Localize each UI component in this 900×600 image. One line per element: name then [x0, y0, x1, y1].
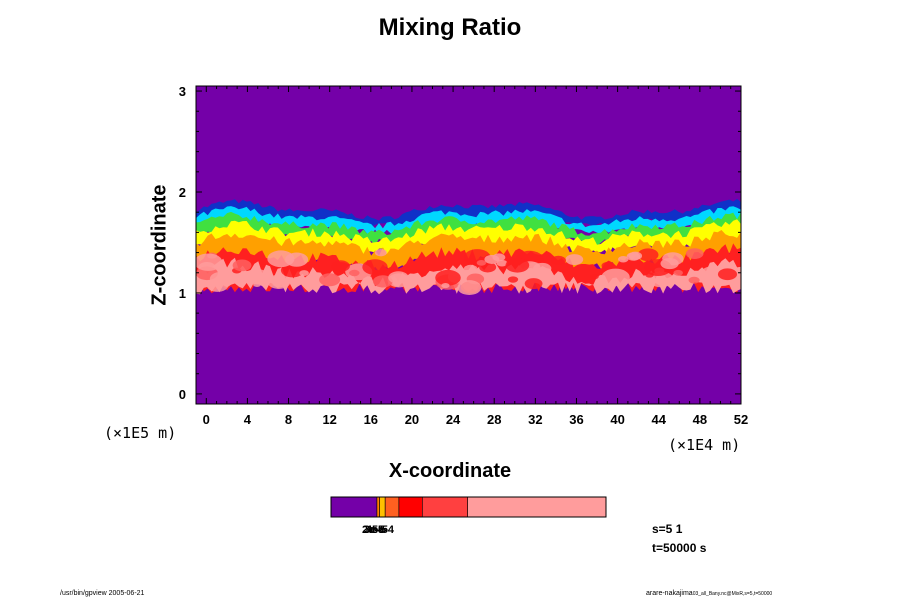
colorbar-segment [330, 496, 378, 518]
x-tick-label: 52 [734, 412, 748, 427]
colorbar-frame [330, 496, 607, 518]
turbulence-blob [565, 254, 584, 265]
turbulence-blob [673, 269, 683, 276]
footer-credit-file: 03_all_Bany.nc@MixR,s=5,t=50000 [692, 591, 773, 597]
turbulence-blob [645, 272, 654, 278]
turbulence-blob [484, 254, 500, 265]
turbulence-blob [505, 257, 530, 273]
x-tick-label: 0 [203, 412, 210, 427]
turbulence-blob [441, 282, 450, 289]
s-info-label: s=5 1 [652, 522, 683, 536]
turbulence-blob [476, 259, 487, 266]
turbulence-blob [507, 276, 519, 283]
x-tick-label: 12 [322, 412, 336, 427]
layer-band [196, 198, 741, 228]
colorbar-label: 4e-5 [366, 524, 389, 536]
turbulence-blob [209, 271, 233, 286]
x-tick-label: 44 [652, 412, 667, 427]
turbulence-blob [550, 255, 566, 266]
turbulence-blob [253, 282, 261, 287]
turbulence-blob [302, 278, 312, 285]
colorbar-segment [421, 496, 468, 518]
colorbar-segment [467, 496, 607, 518]
colorbar-segment [398, 496, 423, 518]
x-tick-label: 4 [244, 412, 252, 427]
chart-title: Mixing Ratio [378, 14, 522, 41]
turbulence-blob [362, 259, 388, 275]
y-tick-label: 3 [179, 84, 186, 99]
colorbar-segment [379, 496, 386, 518]
footer-credit: arare-nakajima03_all_Bany.nc@MixR,s=5,t=… [646, 590, 772, 597]
turbulence-blob [388, 271, 409, 284]
turbulence-blob [331, 260, 350, 272]
turbulence-blob [496, 259, 508, 267]
turbulence-blob [524, 278, 543, 290]
y-tick-label: 2 [179, 185, 186, 200]
plot-frame [195, 85, 742, 405]
turbulence-blob [590, 273, 599, 280]
footer-credit-main: arare-nakajima [646, 590, 693, 597]
x-tick-label: 48 [693, 412, 707, 427]
x-tick-label: 24 [446, 412, 461, 427]
turbulence-blob [457, 280, 482, 295]
colorbar-label: 3e-5 [364, 524, 387, 536]
y-axis-unit: (×1E5 m) [104, 424, 177, 442]
turbulence-blob [626, 252, 641, 261]
turbulence-blob [372, 275, 393, 288]
turbulence-blob [601, 261, 614, 270]
x-tick-label: 40 [610, 412, 624, 427]
turbulence-blob [232, 259, 252, 272]
turbulence-blob [463, 264, 478, 274]
x-tick-label: 36 [569, 412, 583, 427]
colorbar-label: 5e-4 [372, 524, 395, 536]
turbulence-blob [285, 252, 309, 267]
x-tick-label: 28 [487, 412, 501, 427]
layer-band [196, 219, 741, 257]
turbulence-blob [701, 266, 722, 279]
turbulence-blob [601, 268, 630, 287]
time-info-label: t=50000 s [652, 541, 707, 555]
colorbar-segment [376, 496, 380, 518]
turbulence-blob [319, 273, 341, 287]
x-tick-label: 20 [405, 412, 419, 427]
turbulence-blob [637, 248, 659, 262]
turbulence-blob [272, 278, 287, 288]
y-tick-label: 1 [179, 286, 186, 301]
x-tick-label: 8 [285, 412, 292, 427]
turbulence-blob [250, 275, 267, 285]
x-tick-label: 16 [364, 412, 378, 427]
turbulence-blob [685, 248, 704, 259]
turbulence-blob [717, 268, 738, 281]
turbulence-blob [374, 249, 387, 257]
layer-band [196, 211, 741, 246]
turbulence-blob [688, 276, 700, 284]
colorbar-label: 2e-5 [362, 524, 385, 536]
x-axis-unit: (×1E4 m) [668, 436, 741, 454]
turbulence-blob [349, 269, 360, 277]
y-tick-label: 0 [179, 387, 186, 402]
x-axis-label: X-coordinate [388, 460, 512, 482]
footer-command: /usr/bin/gpview 2005-06-21 [60, 590, 145, 597]
x-tick-label: 32 [528, 412, 542, 427]
turbulence-blob [299, 270, 309, 277]
turbulence-blob [196, 253, 223, 271]
turbulence-blob [435, 269, 461, 286]
colorbar-segment [384, 496, 400, 518]
turbulence-blob [660, 257, 679, 270]
turbulence-blob [617, 255, 629, 263]
